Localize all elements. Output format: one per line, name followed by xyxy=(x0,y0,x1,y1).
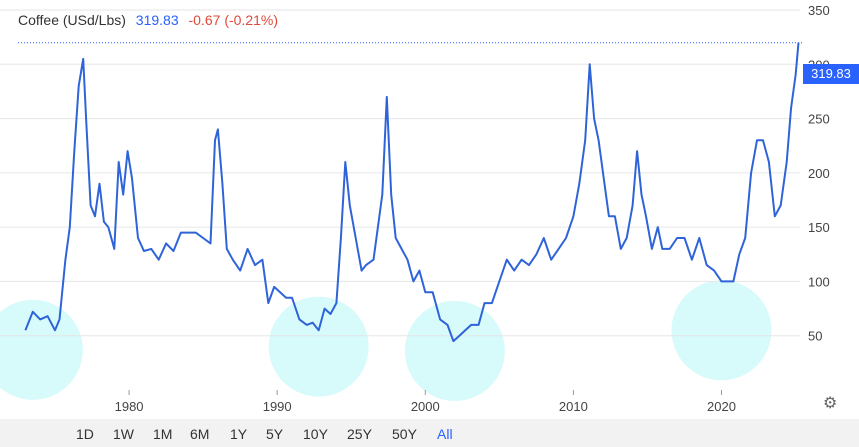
timeframe-1w[interactable]: 1W xyxy=(113,426,134,442)
y-tick-label-350: 350 xyxy=(808,3,830,18)
x-tick-label-1980: 1980 xyxy=(115,399,144,414)
highlight-circle-4 xyxy=(671,280,772,381)
timeframe-25y[interactable]: 25Y xyxy=(347,426,372,442)
x-axis-ticks: 1980 1990 2000 2010 2020 xyxy=(115,390,736,414)
highlight-circle-2 xyxy=(268,296,369,397)
highlight-circle-1 xyxy=(0,299,83,400)
timeframe-50y[interactable]: 50Y xyxy=(392,426,417,442)
timeframe-1m[interactable]: 1M xyxy=(153,426,173,442)
price-change: -0.67 (-0.21%) xyxy=(188,12,278,28)
x-tick-label-2010: 2010 xyxy=(559,399,588,414)
y-tick-label-150: 150 xyxy=(808,220,830,235)
instrument-title: Coffee (USd/Lbs) xyxy=(18,12,126,28)
coffee-price-chart: 50100150200250300350 1980199020002010202… xyxy=(0,3,830,414)
timeframe-6m[interactable]: 6M xyxy=(190,426,210,442)
current-price: 319.83 xyxy=(135,12,179,28)
timeframe-all[interactable]: All xyxy=(437,426,453,442)
timeframe-bar: 1D 1W 1M 6M 1Y 5Y 10Y 25Y 50Y All xyxy=(0,419,859,447)
y-tick-label-250: 250 xyxy=(808,112,830,127)
y-tick-label-100: 100 xyxy=(808,274,830,289)
price-series-line xyxy=(24,42,800,343)
timeframe-1y[interactable]: 1Y xyxy=(230,426,248,442)
price-badge: 319.83 xyxy=(803,64,859,84)
chart-header: Coffee (USd/Lbs) 319.83 -0.67 (-0.21%) xyxy=(18,12,284,28)
highlight-circle-3 xyxy=(404,300,505,401)
y-axis-ticks: 50100150200250300350 xyxy=(808,3,830,344)
grid-lines xyxy=(0,9,800,337)
y-tick-label-50: 50 xyxy=(808,329,822,344)
y-tick-label-200: 200 xyxy=(808,166,830,181)
x-tick-label-1990: 1990 xyxy=(263,399,292,414)
timeframe-10y[interactable]: 10Y xyxy=(303,426,328,442)
highlight-circles xyxy=(0,280,772,401)
gear-icon[interactable]: ⚙ xyxy=(823,393,838,412)
x-tick-label-2000: 2000 xyxy=(411,399,440,414)
timeframe-1d[interactable]: 1D xyxy=(76,426,94,442)
timeframe-5y[interactable]: 5Y xyxy=(266,426,284,442)
x-tick-label-2020: 2020 xyxy=(707,399,736,414)
